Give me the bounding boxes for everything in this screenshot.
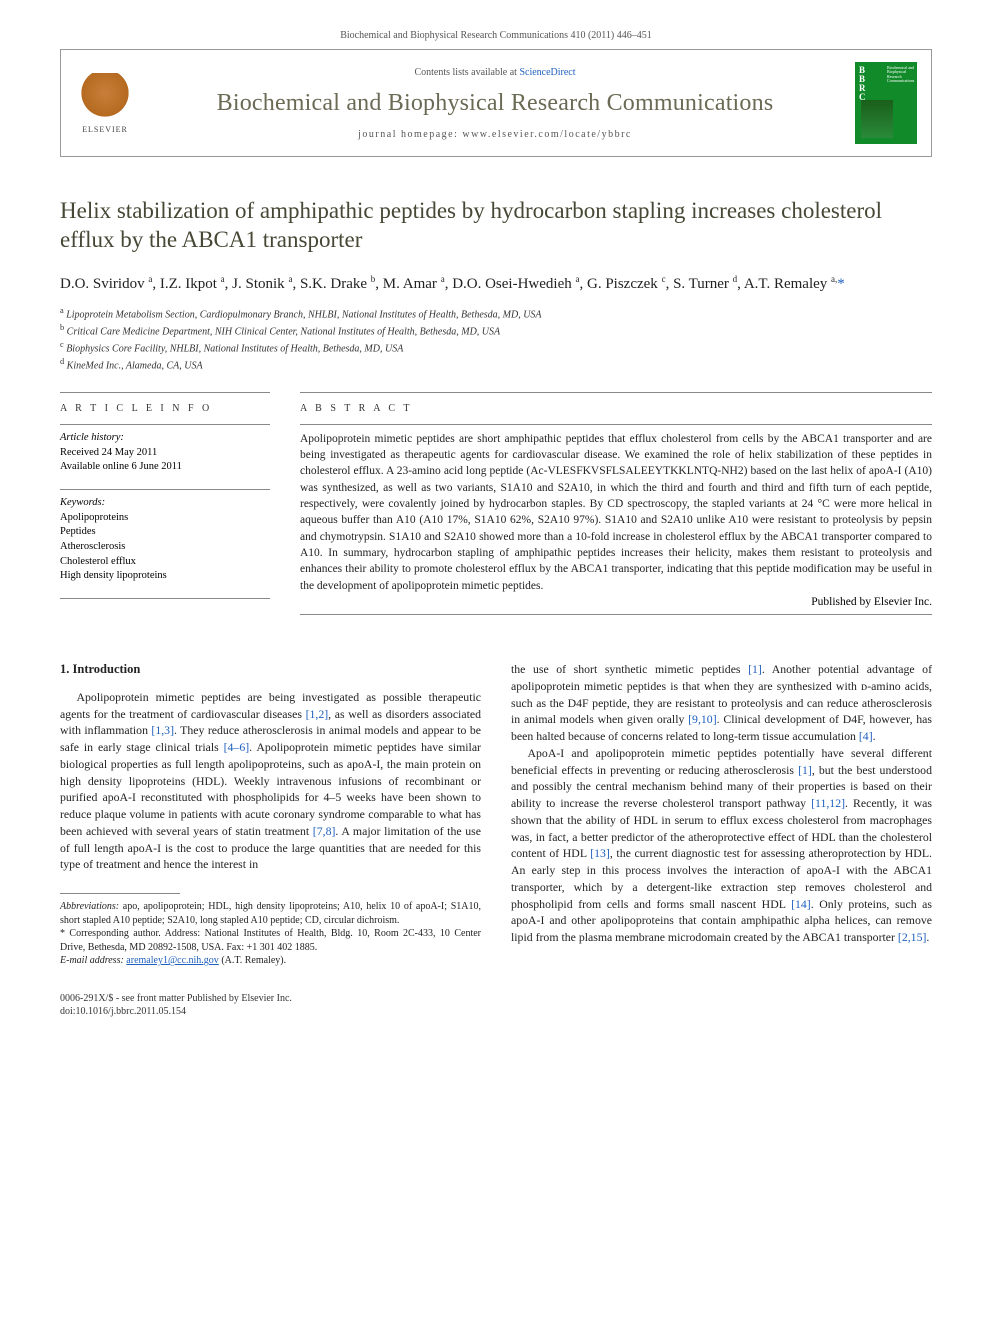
journal-cover-thumb: B B R C Biochemical and Biophysical Rese… (855, 62, 917, 144)
divider (60, 489, 270, 490)
header-center: Contents lists available at ScienceDirec… (149, 67, 841, 140)
email-link[interactable]: aremaley1@cc.nih.gov (126, 955, 219, 966)
footnotes: Abbreviations: apo, apolipoprotein; HDL,… (60, 900, 481, 968)
homepage-url[interactable]: www.elsevier.com/locate/ybbrc (462, 129, 631, 140)
body-paragraph: the use of short synthetic mimetic pepti… (511, 661, 932, 745)
doi-line: doi:10.1016/j.bbrc.2011.05.154 (60, 1005, 932, 1018)
article-title: Helix stabilization of amphipathic pepti… (60, 197, 932, 255)
contents-prefix: Contents lists available at (414, 67, 519, 78)
article-info-head: A R T I C L E I N F O (60, 403, 270, 414)
authors-list: D.O. Sviridov a, I.Z. Ikpot a, J. Stonik… (60, 273, 932, 295)
abstract-column: A B S T R A C T Apolipoprotein mimetic p… (300, 392, 932, 621)
abstract-publisher: Published by Elsevier Inc. (300, 596, 932, 608)
footnote-email: E-mail address: aremaley1@cc.nih.gov (A.… (60, 954, 481, 968)
body-paragraph: Apolipoprotein mimetic peptides are bein… (60, 689, 481, 873)
elsevier-logo: ELSEVIER (75, 68, 135, 138)
column-left: 1. Introduction Apolipoprotein mimetic p… (60, 661, 481, 968)
divider (300, 614, 932, 615)
cover-image-icon (861, 100, 893, 138)
keywords-list: ApolipoproteinsPeptidesAtherosclerosisCh… (60, 511, 270, 584)
issn-line: 0006-291X/$ - see front matter Published… (60, 992, 932, 1005)
elsevier-tree-icon (80, 73, 130, 123)
cover-abbr: B B R C (859, 66, 866, 102)
section-heading-intro: 1. Introduction (60, 661, 481, 679)
body-paragraph: ApoA-I and apolipoprotein mimetic peptid… (511, 745, 932, 946)
cover-side-text: Biochemical and Biophysical Research Com… (887, 66, 915, 84)
divider (60, 424, 270, 425)
footnote-abbrev: Abbreviations: apo, apolipoprotein; HDL,… (60, 900, 481, 927)
footnote-separator (60, 893, 180, 894)
abstract-text: Apolipoprotein mimetic peptides are shor… (300, 431, 932, 594)
bottom-matter: 0006-291X/$ - see front matter Published… (60, 992, 932, 1018)
abstract-head: A B S T R A C T (300, 403, 932, 414)
citation-line: Biochemical and Biophysical Research Com… (60, 30, 932, 41)
corr-label: * Corresponding author. (60, 928, 165, 939)
elsevier-label: ELSEVIER (82, 125, 128, 134)
history-received: Received 24 May 2011 (60, 446, 270, 461)
affiliations: a Lipoprotein Metabolism Section, Cardio… (60, 305, 932, 374)
article-history: Article history: Received 24 May 2011 Av… (60, 431, 270, 475)
divider (60, 598, 270, 599)
email-suffix: (A.T. Remaley). (219, 955, 286, 966)
email-label: E-mail address: (60, 955, 126, 966)
column-right: the use of short synthetic mimetic pepti… (511, 661, 932, 968)
sciencedirect-link[interactable]: ScienceDirect (519, 67, 575, 78)
keywords-block: Keywords: ApolipoproteinsPeptidesAtheros… (60, 496, 270, 584)
divider (300, 424, 932, 425)
page: Biochemical and Biophysical Research Com… (0, 0, 992, 1058)
article-info-column: A R T I C L E I N F O Article history: R… (60, 392, 270, 621)
footnote-corresponding: * Corresponding author. Address: Nationa… (60, 927, 481, 954)
body-columns: 1. Introduction Apolipoprotein mimetic p… (60, 661, 932, 968)
abbrev-label: Abbreviations: (60, 901, 119, 912)
history-online: Available online 6 June 2011 (60, 460, 270, 475)
abbrev-text: apo, apolipoprotein; HDL, high density l… (60, 901, 481, 926)
homepage-prefix: journal homepage: (358, 129, 462, 140)
homepage-line: journal homepage: www.elsevier.com/locat… (149, 129, 841, 140)
history-label: Article history: (60, 431, 270, 446)
contents-line: Contents lists available at ScienceDirec… (149, 67, 841, 78)
journal-header: ELSEVIER Contents lists available at Sci… (60, 49, 932, 157)
keywords-label: Keywords: (60, 496, 270, 511)
journal-name: Biochemical and Biophysical Research Com… (149, 90, 841, 117)
info-abstract-row: A R T I C L E I N F O Article history: R… (60, 392, 932, 621)
